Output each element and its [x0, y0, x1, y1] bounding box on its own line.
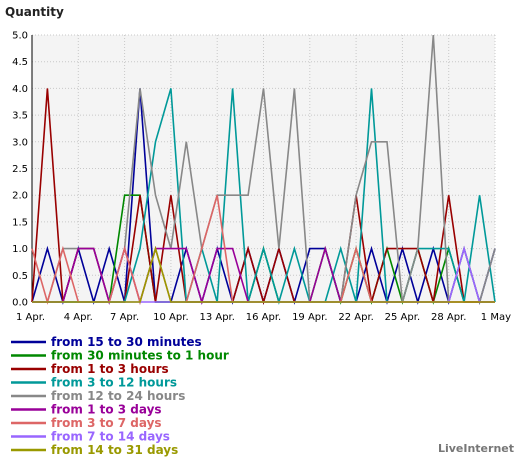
x-tick-label: 7 Apr. — [110, 312, 139, 323]
x-tick-labels: 1 Apr. 4 Apr. 7 Apr. 10 Apr. 13 Apr. 16 Apr. 1… — [16, 312, 511, 323]
legend-label: from 7 to 14 days — [51, 430, 170, 444]
legend-label: from 1 to 3 hours — [51, 362, 169, 376]
y-tick-label: 3.5 — [12, 111, 28, 122]
y-tick-label: 1.0 — [12, 244, 28, 255]
y-tick-labels: 0.0 0.5 1.0 1.5 2.0 2.5 3.0 3.5 4.0 4.5 5.0 — [12, 31, 28, 309]
y-tick-label: 0.5 — [12, 271, 28, 282]
x-tick-label: 1 Apr. — [16, 312, 45, 323]
x-tick-label: 25 Apr. — [385, 312, 420, 323]
y-tick-label: 2.0 — [12, 191, 28, 202]
y-tick-label: 0.0 — [12, 298, 28, 309]
y-tick-label: 4.0 — [12, 84, 28, 95]
legend-label: from 3 to 7 days — [51, 416, 162, 430]
legend-label: from 14 to 31 days — [51, 443, 178, 457]
series-lines — [31, 34, 496, 305]
legend-label: from 3 to 12 hours — [51, 376, 177, 390]
y-tick-label: 1.5 — [12, 217, 28, 228]
legend-label: from 30 minutes to 1 hour — [51, 349, 229, 363]
x-tick-label: 28 Apr. — [431, 312, 466, 323]
branding-label: LiveInternet — [438, 442, 514, 455]
y-tick-label: 3.0 — [12, 137, 28, 148]
series-line-9 — [32, 245, 495, 303]
y-tick-label: 2.5 — [12, 164, 28, 175]
x-tick-label: 16 Apr. — [246, 312, 281, 323]
x-tick-label: 13 Apr. — [199, 312, 234, 323]
x-tick-label: 4 Apr. — [64, 312, 93, 323]
x-tick-label: 22 Apr. — [338, 312, 373, 323]
y-tick-label: 4.5 — [12, 57, 28, 68]
legend-label: from 1 to 3 days — [51, 403, 162, 417]
legend-label: from 15 to 30 minutes — [51, 335, 202, 349]
y-tick-label: 5.0 — [12, 31, 28, 42]
x-tick-label: 1 May — [481, 312, 511, 323]
x-tick-label: 19 Apr. — [292, 312, 327, 323]
x-tick-label: 10 Apr. — [153, 312, 188, 323]
y-axis-title: Quantity — [5, 5, 64, 19]
legend-label: from 12 to 24 hours — [51, 389, 185, 403]
